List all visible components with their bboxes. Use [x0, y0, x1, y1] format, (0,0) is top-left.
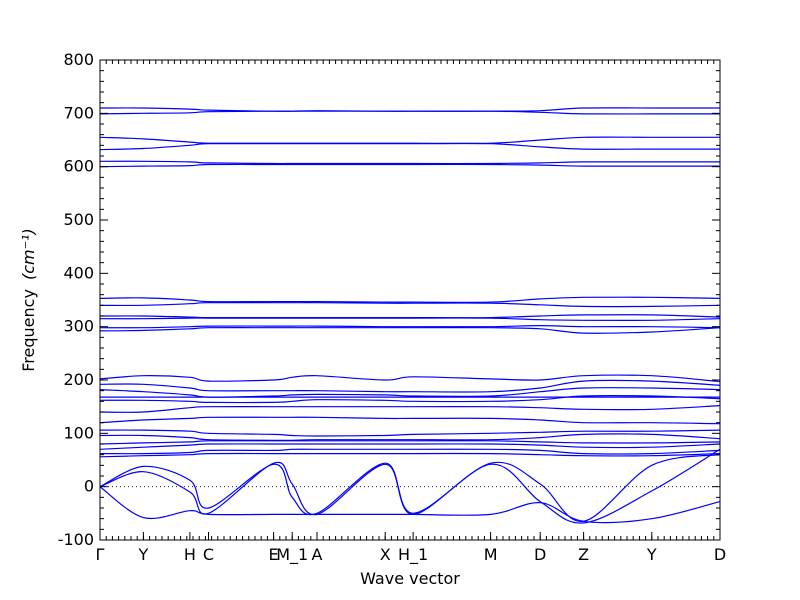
y-tick-label: 800: [63, 50, 94, 69]
y-axis: -100 0 100 200 300 400 500 600 700 800: [58, 50, 720, 549]
y-axis-title-text: Frequency: [19, 289, 38, 372]
x-tick-label: E: [269, 545, 279, 564]
x-tick-label: M: [484, 545, 498, 564]
band-13: [99, 374, 721, 383]
band-14: [99, 379, 721, 393]
x-tick-label: Y: [646, 545, 657, 564]
band-3: [99, 136, 720, 145]
band-27: [99, 448, 721, 524]
x-tick-label: A: [312, 545, 323, 564]
band-17: [99, 395, 721, 404]
band-9: [99, 314, 721, 319]
x-tick-label: H: [184, 545, 196, 564]
band-lines: [99, 107, 721, 524]
band-20: [99, 429, 721, 437]
band-5: [99, 160, 720, 165]
y-tick-label: 300: [63, 317, 94, 336]
x-axis-title: Wave vector: [360, 569, 460, 588]
y-tick-label: 100: [63, 423, 94, 442]
band-26: [99, 454, 721, 522]
y-axis-title: Frequency (cm⁻¹): [19, 228, 38, 371]
y-tick-label: 500: [63, 210, 94, 229]
band-25: [99, 452, 721, 458]
x-tick-label: D: [714, 545, 726, 564]
x-tick-label: Z: [578, 545, 589, 564]
y-tick-label: -100: [58, 530, 94, 549]
x-tick-label: H_1: [398, 545, 428, 565]
x-tick-label: C: [203, 545, 214, 564]
x-tick-label: Y: [138, 545, 149, 564]
band-24: [99, 448, 721, 455]
y-tick-label: 600: [63, 157, 94, 176]
band-6: [99, 163, 720, 168]
y-axis-title-unit: (cm⁻¹): [19, 228, 38, 280]
band-4: [99, 142, 720, 151]
y-tick-label: 700: [63, 103, 94, 122]
x-tick-label: D: [534, 545, 546, 564]
band-2: [99, 110, 720, 115]
band-8: [99, 302, 721, 308]
x-tick-label: Γ: [96, 545, 105, 564]
band-11: [99, 324, 721, 329]
x-axis: Γ Y H C EM_1 A X H_1 M D Z Y D: [96, 60, 726, 565]
band-10: [99, 317, 721, 322]
band-28: [99, 486, 721, 524]
band-18: [99, 405, 721, 413]
band-15: [99, 387, 721, 398]
y-tick-label: 200: [63, 370, 94, 389]
x-tick-label: M_1: [276, 545, 308, 565]
y-tick-label: 0: [84, 477, 94, 496]
band-23: [99, 443, 721, 450]
band-7: [99, 296, 721, 303]
band-21: [99, 433, 721, 441]
x-tick-label: X: [380, 545, 391, 564]
band-22: [99, 440, 721, 445]
band-12: [99, 327, 721, 334]
y-tick-label: 400: [63, 263, 94, 282]
band-19: [99, 416, 721, 425]
